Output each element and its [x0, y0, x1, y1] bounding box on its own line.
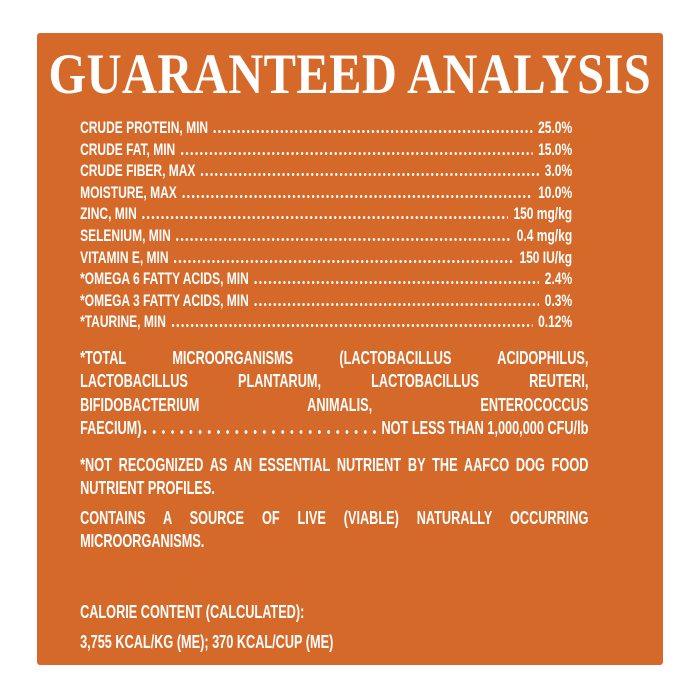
footnote-live-microorganisms: CONTAINS A SOURCE OF LIVE (VIABLE) NATUR…: [80, 507, 589, 552]
label-content: CRUDE PROTEIN, MIN 25.0% CRUDE FAT, MIN …: [37, 117, 588, 657]
dot-leader: [182, 194, 533, 198]
table-row: CRUDE FIBER, MAX 3.0%: [80, 160, 572, 182]
analysis-table: CRUDE PROTEIN, MIN 25.0% CRUDE FAT, MIN …: [80, 117, 588, 333]
dot-leader: [143, 430, 380, 435]
calorie-content-heading: CALORIE CONTENT (CALCULATED):: [80, 601, 305, 622]
microorganisms-leader-left: FAECIUM): [80, 418, 142, 439]
nutrient-label: MOISTURE, MAX: [80, 182, 177, 202]
calorie-content-values: 3,755 KCAL/KG (ME); 370 KCAL/CUP (ME): [80, 631, 334, 652]
nutrient-value: 150 IU/kg: [519, 247, 573, 267]
calorie-content-block: CALORIE CONTENT (CALCULATED): 3,755 KCAL…: [80, 597, 588, 657]
nutrient-label: VITAMIN E, MIN: [80, 247, 169, 267]
nutrient-label: *TAURINE, MIN: [80, 312, 166, 332]
nutrient-value: 25.0%: [538, 118, 573, 137]
microorganisms-line: *TOTAL MICROORGANISMS (LACTOBACILLUS ACI…: [80, 347, 589, 368]
dot-leader: [176, 237, 512, 241]
nutrient-label: CRUDE FIBER, MAX: [80, 161, 196, 181]
nutrient-label: CRUDE PROTEIN, MIN: [80, 118, 209, 137]
dot-leader: [180, 151, 533, 155]
table-row: CRUDE FAT, MIN 15.0%: [80, 139, 572, 161]
title-wrap: GUARANTEED ANALYSIS: [37, 46, 663, 103]
table-row: *OMEGA 3 FATTY ACIDS, MIN 0.3%: [80, 290, 572, 312]
footnote-aafco: *NOT RECOGNIZED AS AN ESSENTIAL NUTRIENT…: [80, 454, 589, 499]
nutrient-value: 3.0%: [544, 161, 573, 181]
nutrient-value: 150 mg/kg: [513, 204, 573, 224]
table-row: MOISTURE, MAX 10.0%: [80, 182, 572, 204]
table-row: *OMEGA 6 FATTY ACIDS, MIN 2.4%: [80, 268, 572, 290]
nutrient-value: 0.4 mg/kg: [516, 225, 573, 245]
dot-leader: [171, 324, 533, 328]
nutrient-label: ZINC, MIN: [80, 204, 137, 224]
nutrient-value: 15.0%: [538, 139, 573, 159]
nutrient-value: 10.0%: [538, 182, 573, 202]
nutrient-label: SELENIUM, MIN: [80, 225, 171, 245]
table-row: SELENIUM, MIN 0.4 mg/kg: [80, 225, 572, 247]
nutrient-value: 0.12%: [538, 312, 573, 332]
label-panel: GUARANTEED ANALYSIS CRUDE PROTEIN, MIN 2…: [37, 33, 663, 665]
nutrient-label: *OMEGA 6 FATTY ACIDS, MIN: [80, 269, 249, 289]
dot-leader: [201, 173, 540, 177]
table-row: *TAURINE, MIN 0.12%: [80, 311, 572, 333]
dot-leader: [213, 130, 533, 133]
microorganisms-line: BIFIDOBACTERIUM ANIMALIS, ENTEROCOCCUS: [80, 394, 589, 415]
microorganisms-line: LACTOBACILLUS PLANTARUM, LACTOBACILLUS R…: [80, 371, 589, 392]
nutrient-label: *OMEGA 3 FATTY ACIDS, MIN: [80, 290, 249, 310]
microorganisms-leader-right: NOT LESS THAN 1,000,000 CFU/lb: [381, 418, 589, 439]
nutrient-value: 2.4%: [544, 269, 573, 289]
dot-leader: [254, 281, 540, 285]
dot-leader: [142, 216, 508, 220]
microorganisms-leader-line: FAECIUM) NOT LESS THAN 1,000,000 CFU/lb: [80, 417, 588, 441]
dot-leader: [174, 259, 514, 263]
microorganisms-note: *TOTAL MICROORGANISMS (LACTOBACILLUS ACI…: [80, 347, 588, 441]
nutrient-value: 0.3%: [544, 290, 573, 310]
table-row: CRUDE PROTEIN, MIN 25.0%: [80, 117, 572, 139]
dot-leader: [254, 302, 540, 306]
table-row: VITAMIN E, MIN 150 IU/kg: [80, 247, 572, 269]
nutrient-label: CRUDE FAT, MIN: [80, 139, 176, 159]
table-row: ZINC, MIN 150 mg/kg: [80, 203, 572, 225]
page-title: GUARANTEED ANALYSIS: [48, 43, 652, 106]
